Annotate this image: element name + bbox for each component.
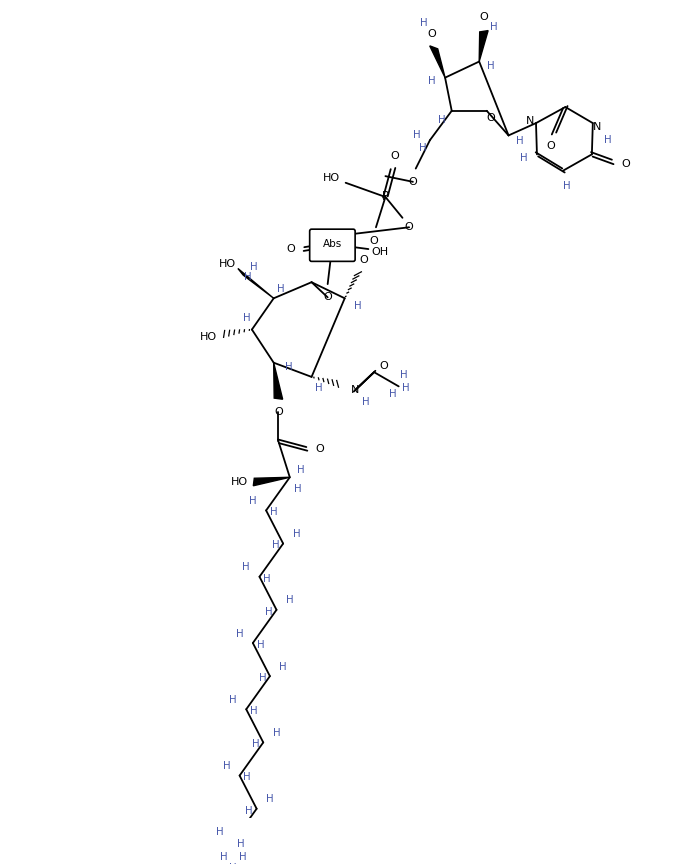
Text: HO: HO bbox=[323, 173, 340, 183]
Text: H: H bbox=[237, 839, 244, 848]
Text: H: H bbox=[420, 18, 428, 28]
Text: H: H bbox=[250, 706, 257, 716]
Text: H: H bbox=[516, 137, 524, 146]
Polygon shape bbox=[430, 46, 445, 78]
Text: H: H bbox=[245, 805, 253, 816]
Polygon shape bbox=[238, 269, 274, 298]
Text: H: H bbox=[400, 370, 407, 380]
Polygon shape bbox=[274, 363, 282, 399]
Text: H: H bbox=[243, 772, 251, 783]
Text: H: H bbox=[418, 143, 426, 153]
Text: H: H bbox=[263, 574, 271, 583]
Text: H: H bbox=[257, 640, 264, 650]
Text: Abs: Abs bbox=[323, 239, 342, 250]
Text: H: H bbox=[229, 695, 237, 705]
Text: H: H bbox=[278, 284, 285, 294]
Text: H: H bbox=[354, 301, 362, 311]
Text: H: H bbox=[266, 794, 274, 804]
Text: HO: HO bbox=[219, 259, 236, 270]
Text: O: O bbox=[428, 29, 436, 39]
Text: H: H bbox=[413, 130, 420, 141]
Text: O: O bbox=[405, 222, 414, 232]
Text: H: H bbox=[490, 22, 497, 31]
Text: H: H bbox=[273, 728, 280, 738]
Text: OH: OH bbox=[371, 247, 388, 257]
Text: H: H bbox=[223, 761, 230, 771]
Text: O: O bbox=[323, 292, 332, 302]
Text: H: H bbox=[403, 384, 410, 393]
Text: O: O bbox=[547, 141, 555, 151]
Text: N: N bbox=[351, 385, 359, 395]
Text: H: H bbox=[297, 465, 305, 474]
Text: N: N bbox=[526, 117, 534, 126]
Text: H: H bbox=[428, 76, 436, 86]
Text: H: H bbox=[520, 153, 528, 163]
Text: H: H bbox=[249, 496, 257, 506]
Text: O: O bbox=[486, 113, 495, 124]
Text: H: H bbox=[265, 607, 273, 617]
Text: H: H bbox=[389, 389, 397, 399]
Text: H: H bbox=[216, 828, 223, 837]
Text: HO: HO bbox=[231, 477, 248, 487]
Text: O: O bbox=[369, 236, 378, 245]
Text: O: O bbox=[479, 12, 488, 22]
Text: H: H bbox=[285, 362, 293, 372]
Text: H: H bbox=[286, 595, 293, 606]
Text: H: H bbox=[259, 673, 266, 683]
Polygon shape bbox=[253, 477, 290, 486]
Text: H: H bbox=[604, 135, 612, 145]
Text: H: H bbox=[250, 262, 257, 272]
Text: H: H bbox=[564, 181, 571, 191]
Text: P: P bbox=[382, 190, 389, 203]
Text: H: H bbox=[244, 272, 252, 283]
Text: H: H bbox=[362, 397, 369, 407]
Text: O: O bbox=[359, 256, 368, 265]
Text: H: H bbox=[252, 740, 259, 749]
Text: O: O bbox=[316, 444, 325, 454]
Text: H: H bbox=[315, 384, 323, 393]
Text: H: H bbox=[238, 852, 246, 862]
Text: O: O bbox=[409, 177, 418, 187]
Text: H: H bbox=[242, 562, 250, 572]
Text: H: H bbox=[243, 313, 251, 323]
Text: O: O bbox=[379, 360, 388, 371]
Text: O: O bbox=[274, 407, 282, 417]
Text: H: H bbox=[272, 541, 279, 550]
Text: O: O bbox=[390, 151, 399, 162]
Text: H: H bbox=[236, 628, 243, 638]
Text: H: H bbox=[270, 507, 278, 518]
Text: HO: HO bbox=[200, 332, 217, 342]
Text: H: H bbox=[439, 115, 446, 125]
Text: H: H bbox=[293, 529, 300, 539]
Text: H: H bbox=[279, 662, 287, 671]
Text: N: N bbox=[593, 122, 602, 132]
Text: H: H bbox=[487, 61, 494, 72]
Text: O: O bbox=[621, 159, 630, 168]
Text: H: H bbox=[220, 852, 227, 862]
Text: H: H bbox=[293, 484, 301, 493]
Polygon shape bbox=[479, 30, 488, 61]
FancyBboxPatch shape bbox=[310, 229, 355, 262]
Text: O: O bbox=[287, 244, 295, 254]
